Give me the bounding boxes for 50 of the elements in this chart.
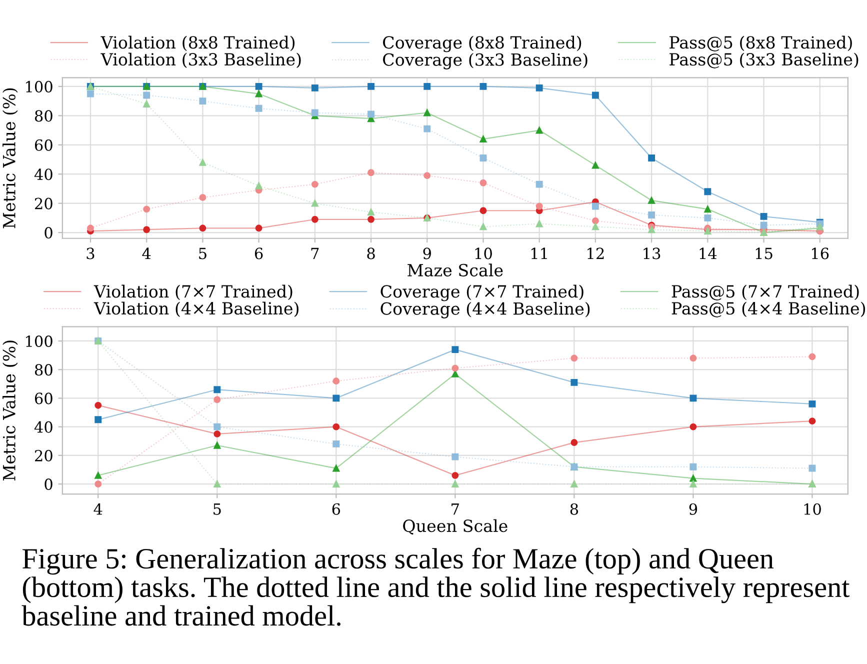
legend-label: Coverage (7×7 Trained) [380,284,584,302]
x-tick-label: 4 [142,248,151,260]
legend-label: Coverage (3x3 Baseline) [383,52,588,70]
y-tick-label: 20 [34,198,52,210]
x-tick-label: 16 [812,248,829,260]
legend-label: Violation (7×7 Trained) [94,284,292,300]
x-tick-label: 5 [199,248,206,260]
legend-label: Violation (3x3 Baseline) [100,52,301,68]
y-tick-label: 0 [44,227,52,239]
y-tick-label: 100 [26,80,52,92]
y-tick-label: 60 [34,139,52,151]
y-tick-label: 80 [34,364,52,376]
x-tick-label: 7 [311,248,319,260]
x-tick-label: 8 [570,503,578,515]
y-tick-label: 60 [34,392,52,404]
y-tick-label: 40 [34,168,52,180]
y-tick-label: 20 [34,450,52,462]
x-axis-title: Queen Scale [403,519,508,535]
x-tick-label: 8 [367,248,375,260]
legend-label: Pass@5 (3x3 Baseline) [670,52,858,68]
caption: Figure 5: Generalization across scales for Maze (top) and Queen (bottom) tasks. The dotted line and the solid line respectively represent baseline and trained model. [22,548,850,626]
x-tick-label: 10 [475,248,492,260]
x-tick-label: 11 [531,248,547,260]
x-tick-label: 12 [588,248,604,260]
y-tick-label: 100 [26,335,52,348]
x-tick-label: 10 [804,503,821,515]
y-tick-label: 80 [34,110,52,122]
legend-label: Coverage (8x8 Trained) [383,36,582,52]
x-tick-label: 9 [423,248,431,260]
x-tick-label: 4 [94,503,102,515]
x-tick-label: 13 [644,248,660,260]
x-axis-title: Maze Scale [408,264,503,276]
legend-label: Pass@5 (7×7 Trained) [672,284,859,300]
x-tick-label: 9 [689,503,698,515]
x-tick-label: 3 [86,248,94,260]
legend-label: Pass@5 (8x8 Trained) [670,36,852,52]
x-tick-label: 6 [332,503,340,515]
y-tick-label: 0 [44,478,52,490]
legend-label: Violation (4×4 Baseline) [94,302,298,318]
y-axis-title: Metric Value (%) [2,88,18,228]
x-tick-label: 5 [214,504,221,515]
x-tick-label: 7 [452,504,459,515]
x-tick-label: 6 [254,248,263,260]
x-tick-label: 15 [756,248,772,260]
y-axis-title: Metric Value (%) [2,340,18,481]
y-tick-label: 40 [34,421,52,433]
legend-label: Violation (8x8 Trained) [100,36,295,52]
x-tick-label: 14 [700,248,717,260]
legend-label: Coverage (4×4 Baseline) [380,302,590,318]
legend-label: Pass@5 (4×4 Baseline) [672,302,866,318]
